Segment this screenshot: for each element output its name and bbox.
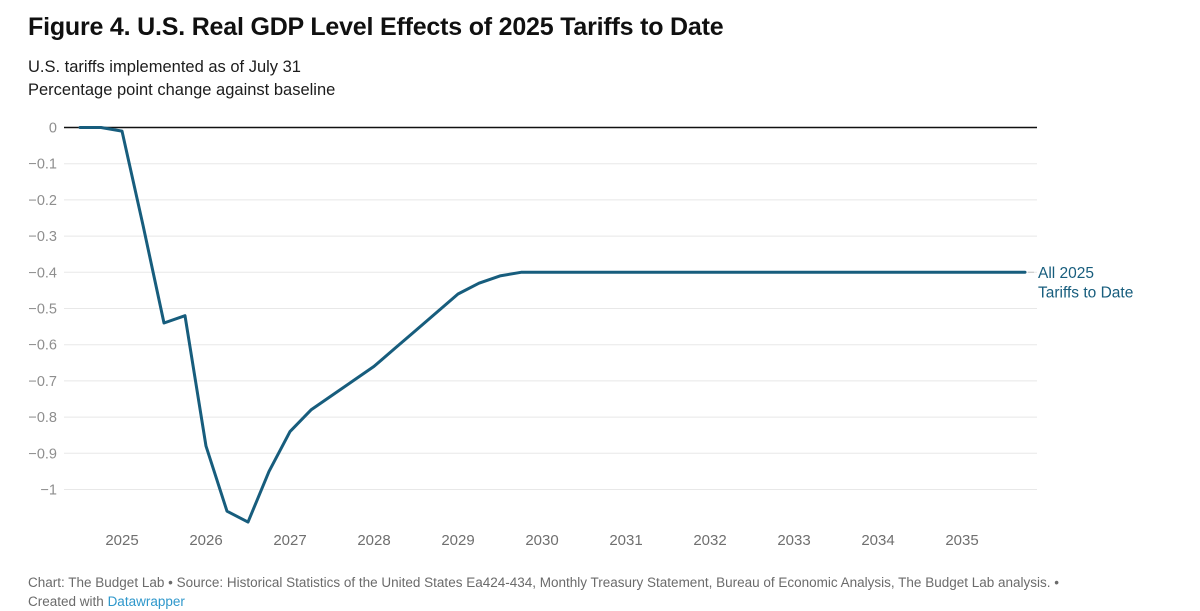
datawrapper-link[interactable]: Datawrapper: [107, 594, 185, 609]
chart-footer: Chart: The Budget Lab • Source: Historic…: [28, 573, 1173, 611]
figure-header: Figure 4. U.S. Real GDP Level Effects of…: [28, 12, 1168, 102]
y-axis-tick-label: −0.6: [28, 338, 57, 354]
footer-created-with: Created with: [28, 594, 104, 609]
series-annotation-line-1: All 2025: [1038, 265, 1094, 282]
x-axis-tick-label: 2027: [273, 532, 306, 549]
x-axis-tick-label: 2029: [441, 532, 474, 549]
x-axis-tick-label: 2028: [357, 532, 390, 549]
figure-subtitle-line-2: Percentage point change against baseline: [28, 81, 336, 99]
y-axis-tick-label: −0.5: [28, 302, 57, 318]
x-axis-tick-label: 2035: [945, 532, 978, 549]
series-annotation-line-2: Tariffs to Date: [1038, 284, 1133, 301]
footer-credit: Chart: The Budget Lab • Source: Historic…: [28, 575, 1051, 590]
y-axis-tick-label: −0.4: [28, 265, 57, 281]
y-axis-tick-label: −0.2: [28, 193, 57, 209]
x-axis-tick-label: 2031: [609, 532, 642, 549]
x-axis-tick-label: 2030: [525, 532, 558, 549]
gdp-effect-line[interactable]: [78, 126, 1027, 524]
footer-separator: •: [1054, 575, 1060, 590]
y-axis-tick-label: −0.9: [28, 446, 57, 462]
y-axis-tick-label: −1: [40, 483, 57, 499]
y-axis-tick-label: −0.1: [28, 157, 57, 173]
x-axis-tick-label: 2034: [861, 532, 894, 549]
x-axis-tick-label: 2033: [777, 532, 810, 549]
figure-subtitle: U.S. tariffs implemented as of July 31 P…: [28, 56, 1168, 102]
x-axis-tick-label: 2026: [189, 532, 222, 549]
y-axis-tick-label: 0: [49, 121, 57, 137]
x-axis-tick-label: 2032: [693, 532, 726, 549]
x-axis-tick-label: 2025: [105, 532, 138, 549]
y-axis-tick-label: −0.3: [28, 229, 57, 245]
figure-title: Figure 4. U.S. Real GDP Level Effects of…: [28, 13, 724, 41]
y-axis-tick-label: −0.7: [28, 374, 57, 390]
figure-subtitle-line-1: U.S. tariffs implemented as of July 31: [28, 58, 301, 76]
y-axis-tick-label: −0.8: [28, 410, 57, 426]
